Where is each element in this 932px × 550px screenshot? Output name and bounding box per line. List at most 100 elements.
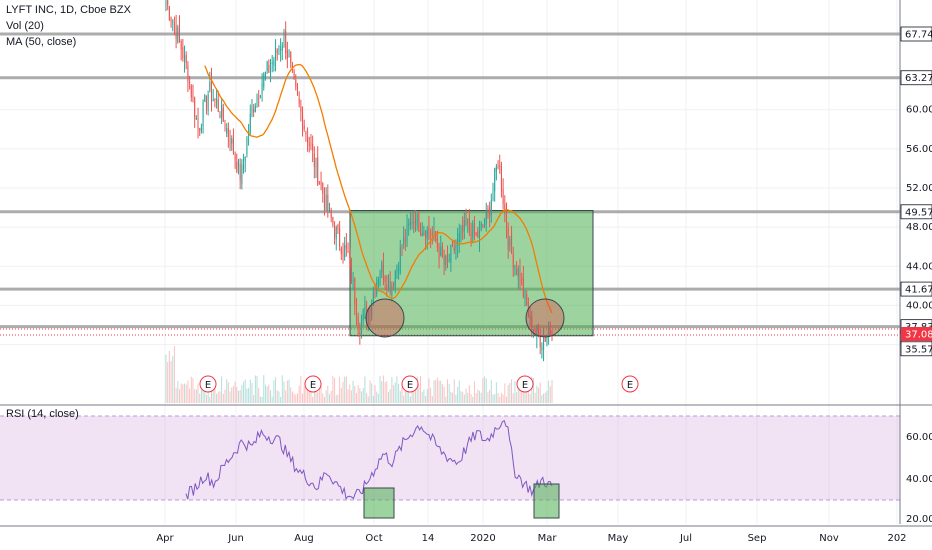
volume-bar	[254, 375, 256, 403]
volume-bar	[534, 392, 536, 403]
candle-body	[273, 60, 275, 66]
earnings-marker	[621, 375, 639, 393]
volume-bar	[477, 389, 479, 403]
candle-body	[205, 95, 207, 108]
candle-body	[364, 306, 366, 311]
time-tick-label: Aug	[294, 533, 314, 544]
candle-body	[499, 165, 501, 167]
price-tick-label: 44.00	[906, 261, 932, 272]
volume-bar	[387, 392, 390, 403]
volume-bar	[386, 381, 388, 403]
candle-body	[372, 292, 374, 303]
volume-bar	[298, 385, 300, 403]
candle-body	[470, 232, 472, 241]
volume-bar	[372, 395, 374, 403]
volume-bar	[320, 385, 322, 403]
volume-bar	[300, 376, 302, 403]
candle-body	[307, 136, 309, 144]
level-label: 35.57	[905, 344, 932, 355]
volume-bar	[541, 395, 543, 403]
volume-bar	[548, 380, 550, 403]
candle-body	[425, 230, 427, 240]
candle-body	[489, 207, 491, 217]
candle-body	[320, 181, 322, 185]
price-tick-label: 52.00	[906, 183, 932, 194]
candle-body	[270, 67, 272, 71]
candle-body	[271, 62, 273, 65]
candle-body	[197, 119, 199, 129]
candle-body	[472, 222, 474, 238]
candle-body	[455, 246, 457, 249]
legend-rsi[interactable]: RSI (14, close)	[6, 408, 79, 420]
volume-bar	[209, 396, 211, 403]
volume-bar	[433, 380, 435, 403]
highlight-circles	[365, 298, 565, 338]
candle-body	[332, 216, 334, 225]
volume-bar	[544, 392, 546, 403]
candle-body	[389, 281, 391, 293]
candle-body	[460, 227, 462, 237]
candle-body	[303, 125, 305, 129]
candle-body	[396, 266, 398, 272]
volume-bar	[232, 386, 234, 403]
candle-body	[527, 302, 529, 318]
volume-bar	[507, 384, 509, 403]
volume-bar	[398, 383, 400, 403]
volume-bar	[189, 388, 191, 403]
candle-body	[504, 204, 506, 211]
candle-body	[275, 48, 277, 60]
candle-body	[312, 143, 314, 151]
candle-body	[369, 308, 371, 315]
candle-body	[457, 238, 459, 247]
volume-bar	[460, 391, 462, 403]
volume-bar	[362, 387, 364, 403]
candle-body	[505, 210, 507, 230]
candle-body	[377, 279, 379, 285]
volume-bar	[377, 393, 379, 403]
volume-bar	[452, 392, 454, 403]
volume-bar	[288, 379, 290, 403]
volume-bar	[371, 383, 373, 403]
ma-path	[204, 63, 553, 314]
volume-bar	[290, 387, 292, 403]
candle-body	[349, 252, 351, 258]
volume-bar	[494, 394, 496, 403]
price-tick-label: 60.00	[906, 105, 932, 116]
candle-body	[172, 21, 174, 23]
candle-body	[420, 229, 422, 234]
volume-bar	[184, 383, 186, 403]
candle-body	[386, 285, 388, 289]
candle-body	[295, 79, 297, 87]
candle-body	[200, 127, 202, 131]
candle-body	[514, 265, 516, 267]
legend-symbol[interactable]: LYFT INC, 1D, Cboe BZX	[6, 4, 131, 16]
volume-bar	[342, 381, 344, 403]
volume-bar	[207, 382, 209, 403]
volume-bar	[423, 389, 425, 403]
volume-bar	[197, 383, 199, 403]
volume-bar	[414, 385, 416, 403]
volume-bar	[512, 393, 514, 403]
volume-bar	[190, 376, 192, 403]
legend-volume[interactable]: Vol (20)	[6, 20, 44, 32]
volume-bar	[340, 387, 342, 403]
time-tick-label: 2020	[470, 533, 495, 544]
candle-body	[399, 247, 401, 273]
volume-bar	[195, 389, 197, 403]
candle-body	[445, 255, 447, 266]
candle-body	[328, 206, 331, 210]
legend-ma[interactable]: MA (50, close)	[6, 36, 77, 48]
candle-body	[261, 83, 263, 94]
volume-bar	[472, 396, 474, 403]
earnings-marker	[516, 375, 534, 393]
volume-bar	[409, 396, 411, 403]
volume-bar	[241, 384, 243, 403]
volume-bar	[485, 378, 487, 403]
candle-body	[243, 163, 245, 169]
volume-bar	[376, 391, 378, 403]
candle-body	[278, 49, 280, 51]
candle-body	[239, 163, 241, 181]
volume-bar	[511, 379, 513, 403]
candle-body	[317, 156, 319, 185]
